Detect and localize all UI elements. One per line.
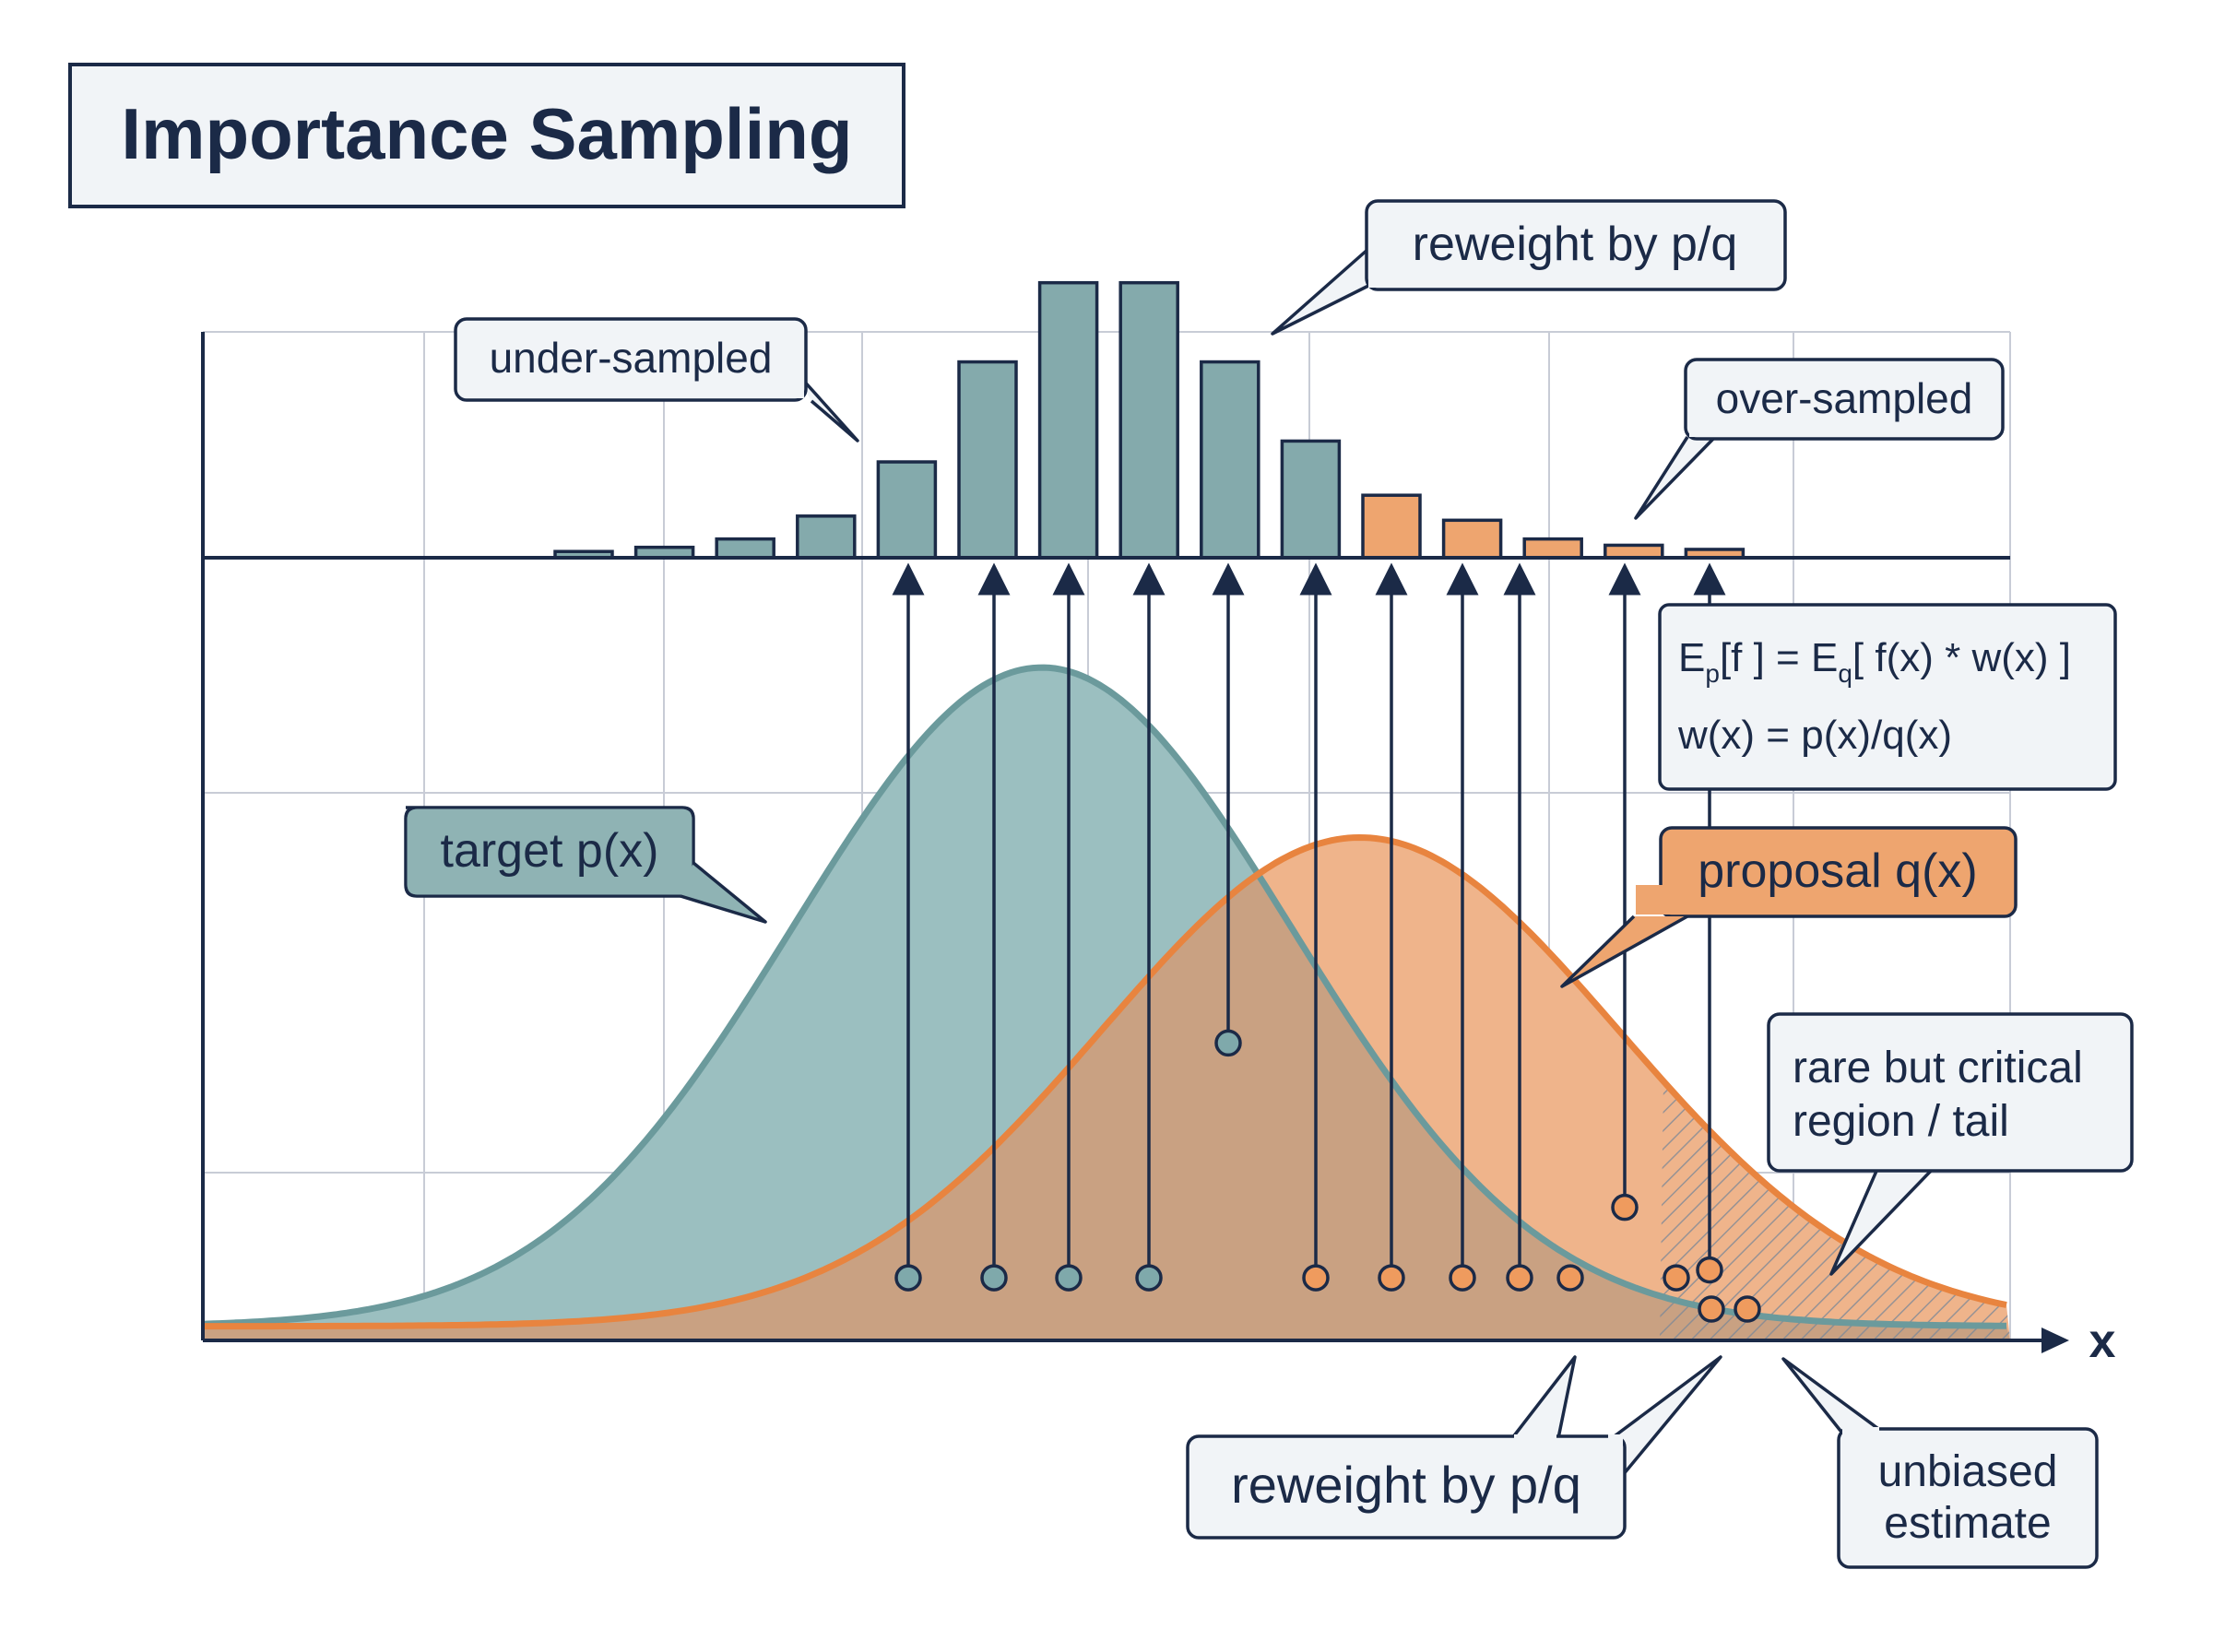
unbiased-label-line2: estimate bbox=[1884, 1499, 2051, 1548]
sample-point bbox=[1506, 1264, 1533, 1292]
proposal-label: proposal q(x) bbox=[1698, 844, 1977, 898]
histogram-bar bbox=[1441, 518, 1503, 560]
under-sampled-label: under-sampled bbox=[490, 334, 773, 382]
x-axis-arrowhead bbox=[2041, 1328, 2069, 1353]
unbiased-estimate-callout: unbiased estimate bbox=[1781, 1357, 2099, 1569]
over-sampled-label: over-sampled bbox=[1716, 374, 1973, 422]
rare-region-callout: rare but critical region / tail bbox=[1767, 1012, 2134, 1276]
overlap-area bbox=[203, 877, 2010, 1340]
histogram-bar bbox=[1522, 537, 1583, 560]
proposal-label-callout: proposal q(x) bbox=[1560, 826, 2018, 988]
sample-arrows bbox=[892, 562, 1726, 1267]
proposal-density-curve bbox=[203, 833, 2007, 1330]
target-density-area bbox=[203, 667, 2010, 1340]
sample-point bbox=[1696, 1256, 1723, 1284]
sample-point bbox=[894, 1264, 922, 1292]
expectation-formula: Ep[f ] = Eq[ f(x) * w(x) ] bbox=[1678, 635, 2071, 688]
sample-point bbox=[1734, 1295, 1761, 1323]
sample-point bbox=[1556, 1264, 1584, 1292]
histogram-bar bbox=[1280, 439, 1342, 560]
rare-region-label-line2: region / tail bbox=[1793, 1097, 2009, 1146]
title-box: Importance Sampling bbox=[68, 63, 905, 208]
tail-region-hatch bbox=[1660, 1080, 2010, 1340]
page-title: Importance Sampling bbox=[121, 93, 852, 174]
sample-histogram bbox=[553, 280, 1746, 560]
axes: x bbox=[201, 332, 2116, 1368]
reweight-bottom-callout: reweight by p/q bbox=[1186, 1355, 1722, 1540]
sample-points bbox=[894, 1029, 1761, 1323]
sample-point bbox=[1135, 1264, 1163, 1292]
x-axis-label: x bbox=[2089, 1315, 2116, 1368]
sample-point bbox=[1663, 1264, 1690, 1292]
reweight-top-callout: reweight by p/q bbox=[1271, 199, 1787, 336]
over-sampled-callout: over-sampled bbox=[1634, 358, 2005, 520]
histogram-bar bbox=[1118, 280, 1179, 560]
sample-point bbox=[1055, 1264, 1083, 1292]
histogram-bar bbox=[876, 460, 938, 560]
unbiased-label-line1: unbiased bbox=[1878, 1447, 2058, 1496]
histogram-bar bbox=[796, 514, 857, 560]
histogram-bar bbox=[1037, 280, 1099, 560]
target-label: target p(x) bbox=[441, 824, 659, 878]
under-sampled-callout: under-sampled bbox=[454, 317, 859, 442]
sample-point bbox=[1698, 1295, 1725, 1323]
sample-point bbox=[980, 1264, 1008, 1292]
histogram-bar bbox=[957, 360, 1018, 560]
reweight-bottom-label: reweight by p/q bbox=[1231, 1456, 1581, 1514]
sample-point bbox=[1214, 1029, 1242, 1057]
sample-point bbox=[1611, 1193, 1639, 1221]
sample-point bbox=[1302, 1264, 1330, 1292]
histogram-bar bbox=[1200, 360, 1260, 560]
rare-region-label-line1: rare but critical bbox=[1793, 1044, 2083, 1092]
weight-formula: w(x) = p(x)/q(x) bbox=[1677, 713, 1952, 758]
histogram-bar bbox=[715, 537, 775, 560]
reweight-top-label: reweight by p/q bbox=[1413, 218, 1738, 271]
histogram-bar bbox=[1361, 493, 1422, 560]
formula-box: Ep[f ] = Eq[ f(x) * w(x) ] w(x) = p(x)/q… bbox=[1658, 603, 2117, 791]
sample-point bbox=[1449, 1264, 1476, 1292]
sample-point bbox=[1378, 1264, 1405, 1292]
target-label-callout: target p(x) bbox=[404, 806, 767, 924]
histogram-bar bbox=[1604, 543, 1664, 560]
